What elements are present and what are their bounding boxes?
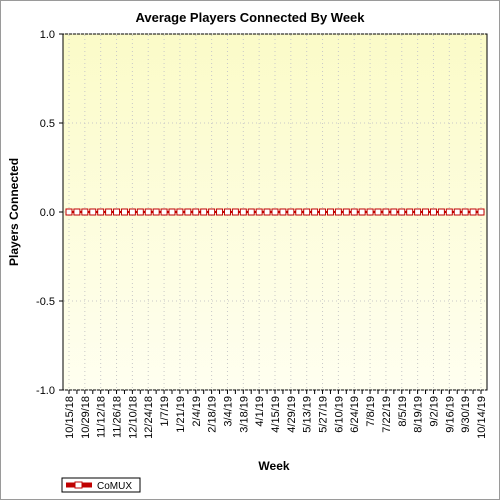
x-tick-label: 1/21/19: [175, 396, 187, 433]
data-point: [200, 208, 208, 216]
x-tick-label: 9/30/19: [460, 396, 472, 433]
data-point: [247, 208, 255, 216]
y-tick-label: -0.5: [36, 296, 55, 308]
data-point: [160, 208, 168, 216]
y-tick-label: 0.0: [40, 207, 55, 219]
x-tick-label: 11/26/18: [112, 396, 124, 438]
data-point: [105, 208, 113, 216]
data-point: [279, 208, 287, 216]
data-point: [422, 208, 430, 216]
x-tick-label: 4/15/19: [270, 396, 282, 433]
data-point: [469, 208, 477, 216]
x-tick-label: 5/13/19: [302, 396, 314, 433]
data-point: [382, 208, 390, 216]
x-tick-label: 10/14/19: [476, 396, 488, 439]
data-point: [144, 208, 152, 216]
data-point: [429, 208, 437, 216]
data-point: [295, 208, 303, 216]
x-tick-label: 3/18/19: [238, 396, 250, 433]
data-point: [192, 208, 200, 216]
x-tick-label: 4/29/19: [286, 396, 298, 433]
data-point: [311, 208, 319, 216]
x-tick-label: 9/16/19: [444, 396, 456, 433]
x-tick-label: 12/24/18: [143, 396, 155, 439]
x-tick-label: 8/19/19: [413, 396, 425, 433]
data-point: [136, 208, 144, 216]
data-point: [453, 208, 461, 216]
data-point: [208, 208, 216, 216]
data-point: [120, 208, 128, 216]
data-point: [445, 208, 453, 216]
data-point: [390, 208, 398, 216]
data-point: [239, 208, 247, 216]
data-point: [287, 208, 295, 216]
series-comux: [65, 208, 485, 216]
data-point: [358, 208, 366, 216]
x-tick-label: 2/18/19: [207, 396, 219, 433]
y-axis-label: Players Connected: [7, 158, 21, 266]
data-point: [113, 208, 121, 216]
data-point: [263, 208, 271, 216]
data-point: [65, 208, 73, 216]
x-tick-label: 9/2/19: [428, 396, 440, 427]
data-point: [184, 208, 192, 216]
legend-marker: [74, 481, 83, 489]
data-point: [231, 208, 239, 216]
data-point: [414, 208, 422, 216]
chart-title: Average Players Connected By Week: [135, 10, 365, 25]
data-point: [366, 208, 374, 216]
x-tick-label: 10/15/18: [64, 396, 76, 439]
data-point: [437, 208, 445, 216]
data-point: [342, 208, 350, 216]
x-tick-label: 6/10/19: [333, 396, 345, 433]
data-point: [334, 208, 342, 216]
data-point: [168, 208, 176, 216]
x-tick-label: 8/5/19: [397, 396, 409, 427]
data-point: [216, 208, 224, 216]
data-point: [81, 208, 89, 216]
data-point: [303, 208, 311, 216]
x-tick-label: 3/4/19: [222, 396, 234, 427]
x-tick-label: 5/27/19: [318, 396, 330, 433]
x-axis: 10/15/18 10/29/18 11/12/18 11/26/18 12/10/18…: [64, 390, 488, 439]
data-point: [406, 208, 414, 216]
y-axis: 1.0 0.5 0.0 -0.5 -1.0: [36, 29, 63, 397]
x-tick-label: 10/29/18: [80, 396, 92, 439]
data-point: [97, 208, 105, 216]
data-point: [374, 208, 382, 216]
legend-label: CoMUX: [97, 481, 132, 492]
x-tick-label: 7/8/19: [365, 396, 377, 427]
data-point: [477, 208, 485, 216]
data-point: [152, 208, 160, 216]
y-tick-label: 0.5: [40, 118, 55, 130]
data-point: [89, 208, 97, 216]
legend: CoMUX: [61, 477, 141, 493]
data-point: [271, 208, 279, 216]
x-tick-label: 12/10/18: [127, 396, 139, 439]
data-point: [223, 208, 231, 216]
data-point: [319, 208, 327, 216]
x-axis-label: Week: [258, 459, 289, 473]
x-tick-label: 6/24/19: [349, 396, 361, 433]
data-point: [350, 208, 358, 216]
data-point: [73, 208, 81, 216]
y-tick-label: 1.0: [40, 29, 55, 41]
data-point: [398, 208, 406, 216]
data-point: [176, 208, 184, 216]
data-point: [128, 208, 136, 216]
data-point: [326, 208, 334, 216]
x-tick-label: 7/22/19: [381, 396, 393, 433]
data-point: [461, 208, 469, 216]
x-tick-label: 4/1/19: [254, 396, 266, 427]
y-tick-label: -1.0: [36, 385, 55, 397]
x-tick-label: 11/12/18: [96, 396, 108, 438]
x-tick-label: 1/7/19: [159, 396, 171, 427]
data-point: [255, 208, 263, 216]
x-tick-label: 2/4/19: [191, 396, 203, 427]
